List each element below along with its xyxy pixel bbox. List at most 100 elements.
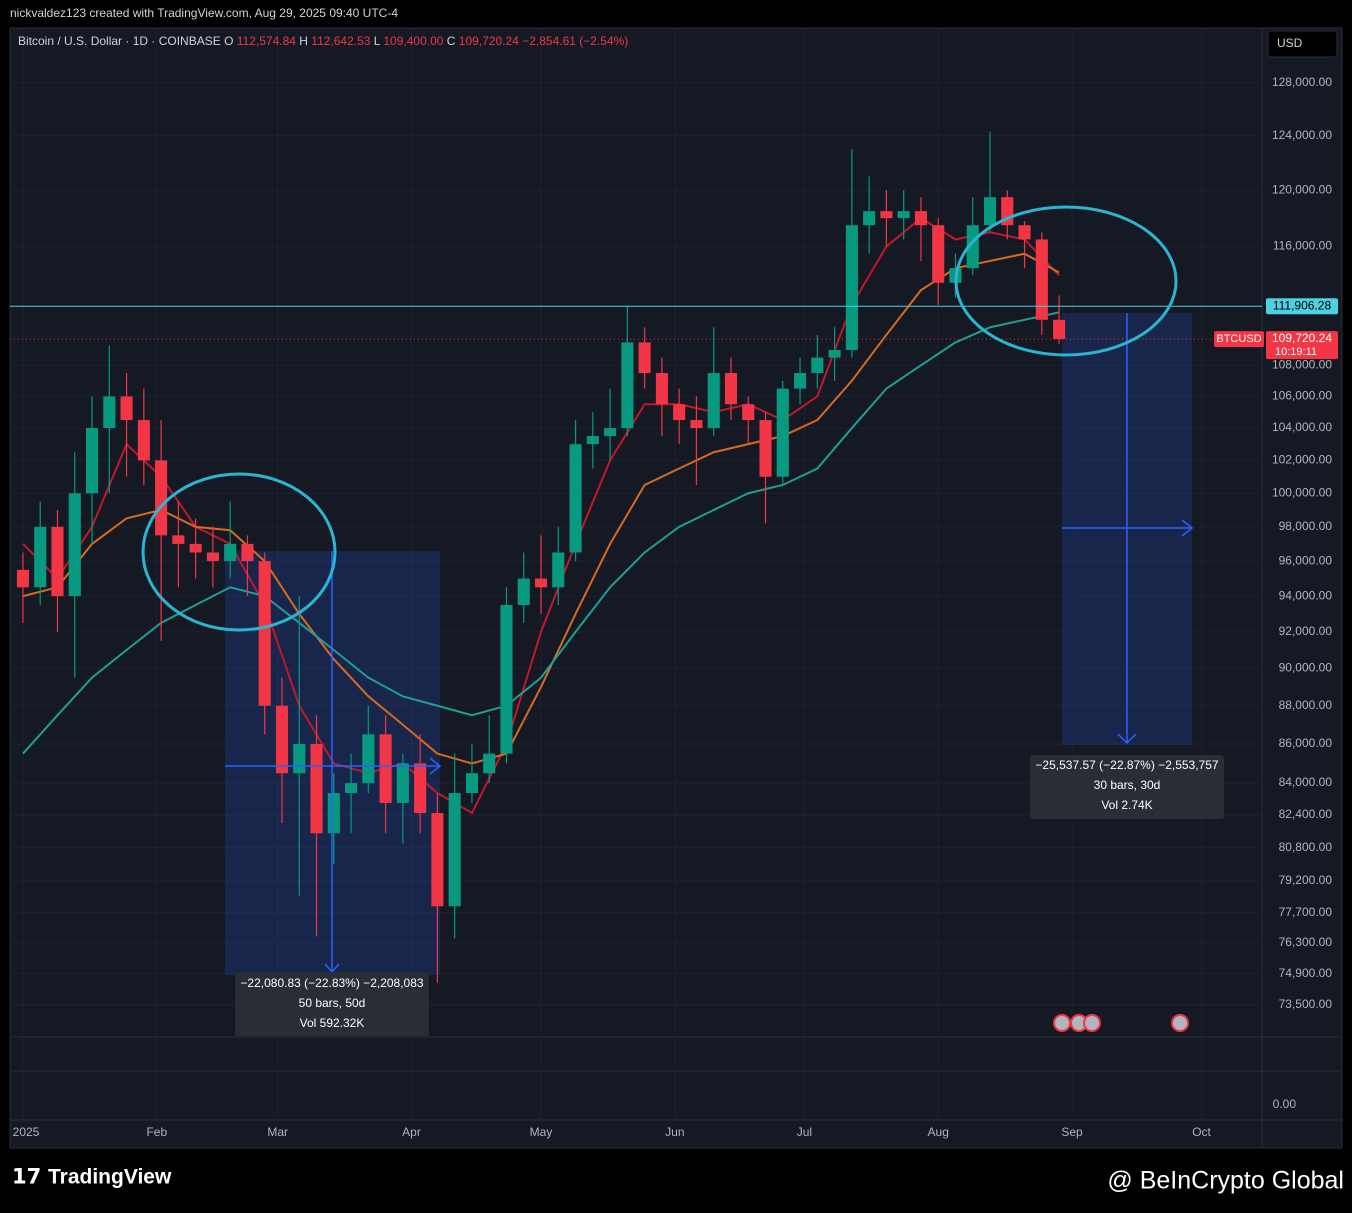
candle-body: [103, 396, 116, 429]
x-tick-label: Jul: [797, 1125, 812, 1139]
circle-drawing: [954, 205, 1178, 357]
y-tick-label: 100,000.00: [1272, 485, 1332, 499]
y-tick-label: 76,300.00: [1279, 935, 1333, 949]
arrow-head: [429, 757, 442, 775]
y-tick-label: 74,900.00: [1279, 966, 1333, 980]
legend-item: 112,574.84: [237, 34, 296, 48]
legend-item: H: [299, 34, 308, 48]
candle-body: [414, 763, 427, 814]
candle-body: [638, 342, 651, 374]
x-tick-label: Apr: [402, 1125, 421, 1139]
countdown: 10:19:11: [1275, 346, 1317, 358]
candle-body: [742, 404, 755, 421]
candle-body: [172, 535, 185, 544]
y-tick-label: 84,000.00: [1279, 775, 1333, 789]
legend-item: C: [447, 34, 456, 48]
y-tick-label: 94,000.00: [1279, 588, 1333, 602]
legend-item: L: [374, 34, 381, 48]
y-tick-label: 86,000.00: [1279, 736, 1333, 750]
candle-body: [206, 552, 219, 562]
candle-body: [258, 561, 271, 706]
candle-body: [863, 211, 876, 226]
price-tag-label: 109,720.24: [1272, 331, 1332, 345]
measure-texts: −22,080.83 (−22.83%) −2,208,083 50 bars, …: [240, 758, 1218, 1030]
candle-body: [759, 420, 772, 477]
y-tick-label: 128,000.00: [1272, 75, 1332, 89]
legend: Bitcoin / U.S. Dollar · 1D · COINBASE O …: [18, 34, 628, 48]
candle-body: [983, 197, 997, 226]
candle-body: [500, 604, 513, 754]
candle-body: [51, 526, 64, 597]
symbol-label: BTCUSD: [1216, 333, 1261, 345]
candle-body: [483, 753, 496, 774]
y-tick-label: 106,000.00: [1272, 389, 1332, 403]
drawings: [141, 205, 1178, 632]
candle-body: [1053, 319, 1066, 340]
x-tick-label: Jun: [665, 1125, 684, 1139]
y-tick-label: 124,000.00: [1272, 128, 1332, 142]
y-tick-label: 98,000.00: [1279, 519, 1333, 533]
measure-box: [1030, 755, 1224, 819]
candle-body: [120, 396, 133, 421]
event-icons: [1053, 1014, 1189, 1032]
brand: TradingView: [48, 1166, 172, 1189]
candle-body: [776, 388, 789, 477]
candle-body: [845, 225, 858, 351]
y-tick-label: 102,000.00: [1272, 453, 1332, 467]
candle-body: [310, 743, 323, 834]
candle-body: [16, 569, 29, 588]
arrow-head: [1117, 733, 1137, 745]
x-tick-label: Feb: [146, 1125, 167, 1139]
measure-text: Vol 592.32K: [300, 1016, 365, 1030]
candle-body: [569, 444, 582, 553]
x-tick-label: 2025: [13, 1125, 40, 1139]
candle-body: [189, 543, 202, 553]
legend-item: 109,400.00: [383, 34, 443, 48]
axes: 128,000.00 124,000.00 120,000.00 116,000.00…: [13, 75, 1333, 1139]
y-tick-label: 96,000.00: [1279, 553, 1333, 567]
x-tick-label: May: [530, 1125, 553, 1139]
y-tick-label: 73,500.00: [1279, 997, 1333, 1011]
candle-body: [534, 578, 548, 588]
legend-item: Bitcoin / U.S. Dollar · 1D · COINBASE: [18, 34, 221, 48]
candle-body: [914, 211, 927, 226]
candles: [16, 131, 1066, 983]
legend-item: −2,854.61 (−2.54%): [522, 34, 628, 48]
credit: nickvaldez123 created with TradingView.c…: [10, 6, 398, 20]
legend-item: 109,720.24: [459, 34, 519, 48]
candle-body: [396, 763, 409, 803]
x-tick-label: Mar: [267, 1125, 288, 1139]
candle-body: [275, 705, 289, 774]
y-tick-label: 79,200.00: [1279, 873, 1333, 887]
y-tick-label: 88,000.00: [1279, 698, 1333, 712]
candle-body: [655, 373, 668, 405]
candle-body: [34, 526, 47, 588]
candle-body: [293, 743, 306, 774]
grid: [10, 28, 1262, 1120]
candle-body: [68, 493, 81, 597]
measure-text: Vol 2.74K: [1101, 798, 1152, 812]
candle-body: [794, 373, 807, 389]
circle-drawing: [141, 472, 337, 632]
measure-text: −25,537.57 (−22.87%) −2,553,757: [1035, 758, 1218, 772]
price-tag: [1266, 298, 1338, 315]
candle-body: [345, 783, 358, 793]
y-tick-label: 90,000.00: [1279, 661, 1333, 675]
candle-body: [465, 773, 478, 793]
event-icon: [1083, 1014, 1101, 1032]
candle-body: [517, 578, 530, 605]
candle-body: [690, 420, 703, 429]
event-icon: [1053, 1014, 1071, 1032]
candle-body: [224, 543, 237, 562]
candle-body: [707, 373, 720, 429]
currency-label[interactable]: USD: [1277, 36, 1303, 50]
currency-button[interactable]: [1267, 30, 1338, 58]
candle-body: [155, 460, 168, 536]
price-tag: [1266, 331, 1338, 360]
candle-body: [327, 792, 340, 834]
candle-body: [362, 734, 375, 784]
measure-text: 50 bars, 50d: [299, 996, 366, 1010]
y-tick-label: 108,000.00: [1272, 358, 1332, 372]
candle-body: [431, 813, 444, 907]
